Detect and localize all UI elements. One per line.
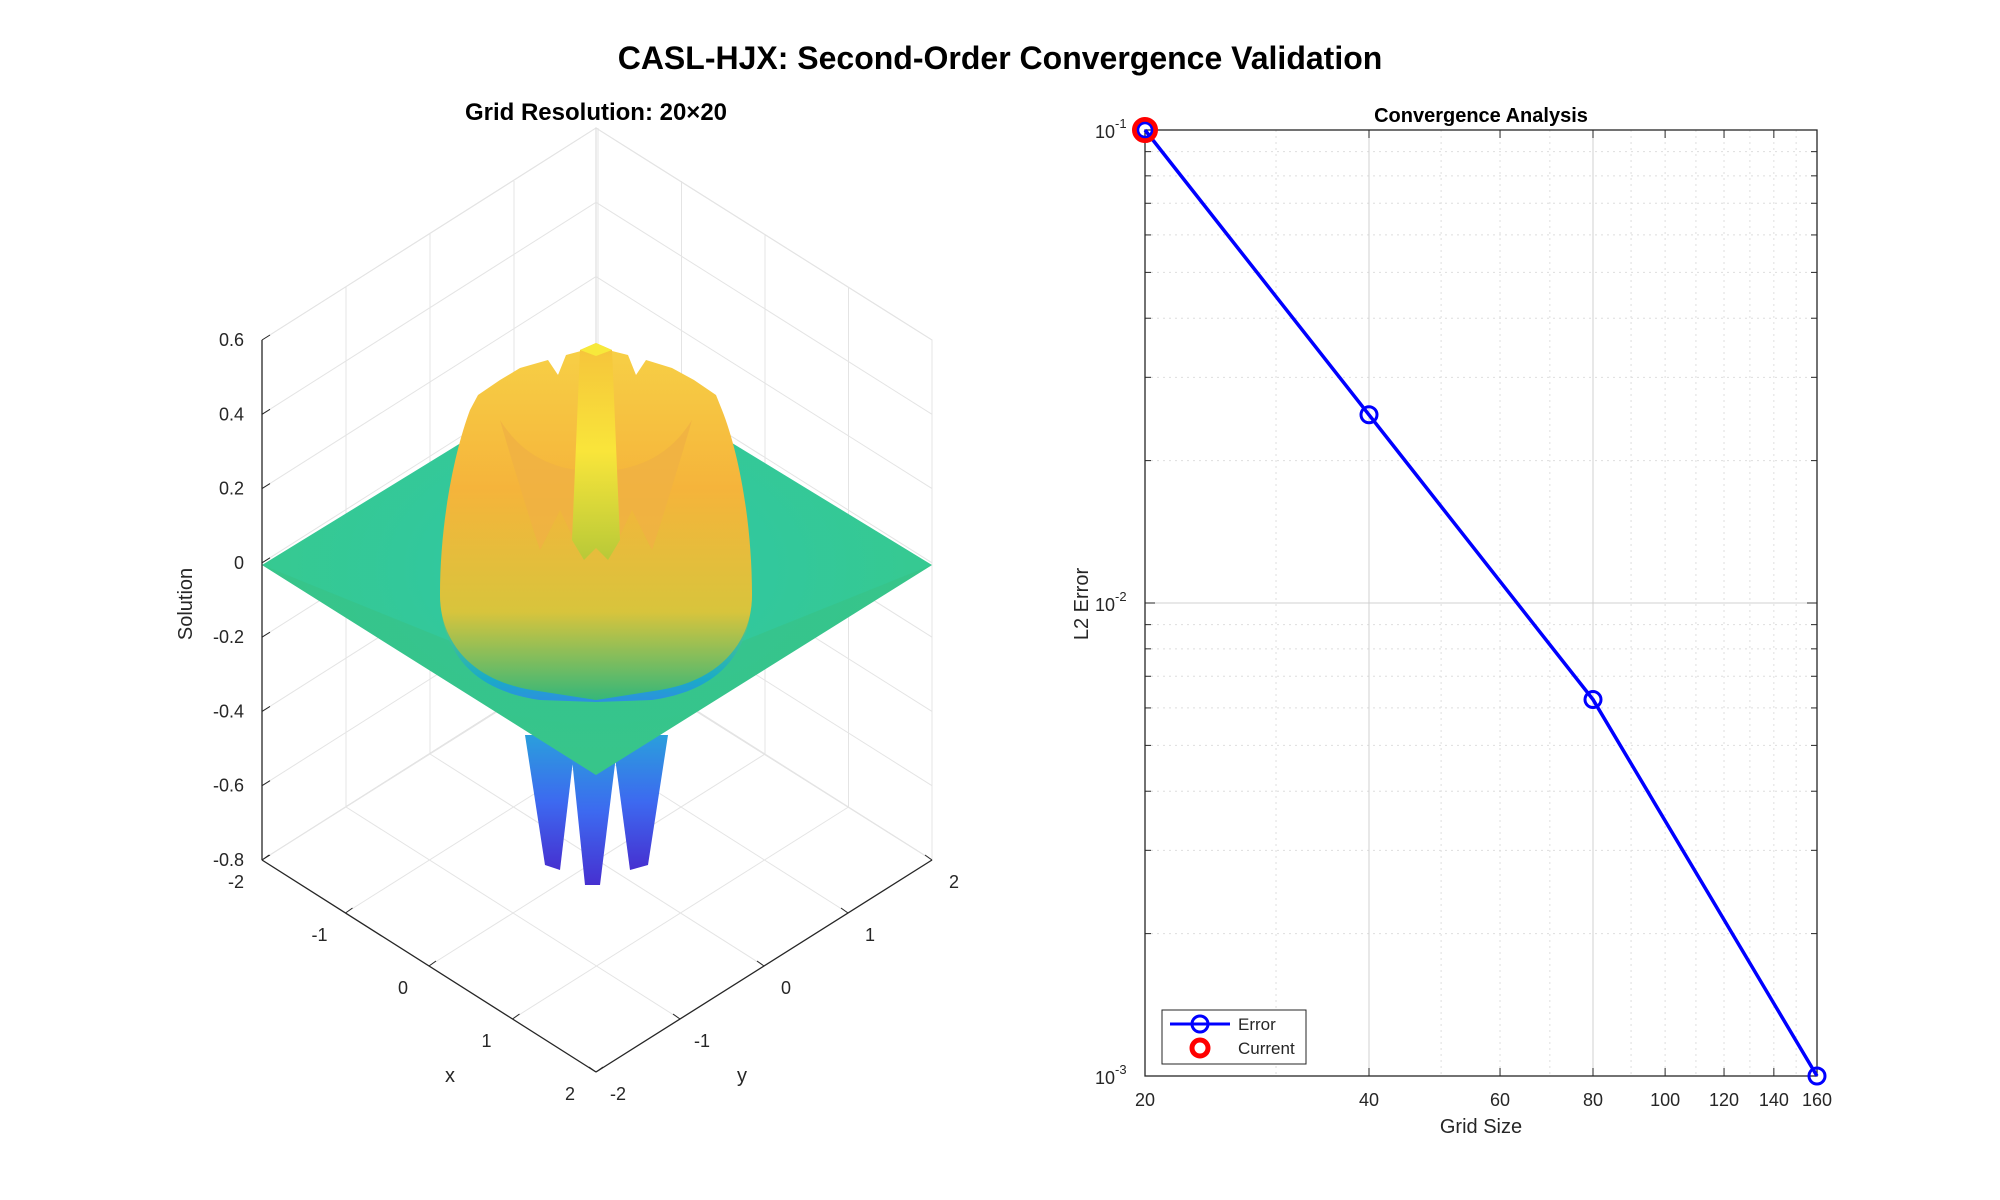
figure-title: CASL-HJX: Second-Order Convergence Valid… — [617, 40, 1383, 76]
z-tick-mark — [261, 408, 271, 415]
legend-label-error: Error — [1238, 1015, 1276, 1034]
x-tick-label: 160 — [1802, 1090, 1832, 1110]
x-tick-label: -2 — [228, 872, 244, 892]
y-tick-mark — [588, 1066, 597, 1073]
convergence-plot: Convergence Analysis 20 40 60 80 100 120 140 16… — [1071, 105, 1832, 1138]
surface-plot: Grid Resolution: 20×20 — [175, 99, 959, 1104]
z-tick-mark — [261, 706, 271, 712]
surface-trough — [612, 735, 668, 870]
surface — [262, 343, 932, 885]
y-tick-exponent: -1 — [1115, 116, 1127, 131]
z-grid-line — [595, 127, 933, 341]
surface-plane-shade — [262, 565, 932, 775]
legend-box — [1161, 1009, 1307, 1065]
x-tick-label: 40 — [1359, 1090, 1379, 1110]
x-tick-mark — [345, 907, 353, 914]
y-tick-mark — [840, 907, 849, 914]
error-series-line — [1143, 128, 1819, 1077]
z-tick-label: -0.4 — [213, 701, 244, 721]
z-tick-label: 0.6 — [219, 330, 244, 350]
z-tick-mark — [261, 557, 271, 564]
z-grid-line — [261, 276, 597, 489]
y-tick-label: 10 — [1095, 1068, 1115, 1088]
surface-trough — [570, 740, 618, 885]
y-tick-label: -1 — [694, 1031, 710, 1051]
legend-marker-current — [1189, 1037, 1211, 1059]
z-grid-line — [595, 201, 933, 415]
y-tick-label: -2 — [610, 1084, 626, 1104]
x-tick-label: 20 — [1135, 1090, 1155, 1110]
z-grid-line — [595, 276, 933, 489]
y-tick-exponent: -2 — [1115, 589, 1127, 604]
y-tick-label: 1 — [865, 925, 875, 945]
error-point — [1583, 690, 1603, 710]
z-tick-mark — [261, 483, 271, 489]
error-point — [1807, 1066, 1827, 1086]
x-tick-label: 100 — [1650, 1090, 1680, 1110]
x-tick-mark — [595, 1066, 604, 1073]
x-tick-label: 140 — [1759, 1090, 1789, 1110]
y-tick-mark — [924, 854, 933, 861]
z-axis-label: Solution — [175, 568, 197, 640]
legend-item-current: Current — [1189, 1037, 1295, 1059]
surface-ticks: -0.8 -0.6 -0.4 -0.2 0 0.2 0.4 0.6 -2 -1 0 1 2 -2 -1 0 1 2 — [213, 330, 959, 1104]
z-tick-mark — [261, 334, 271, 341]
y-tick-label: 10 — [1095, 595, 1115, 615]
x-axis-label: x — [445, 1065, 455, 1087]
z-grid-line — [261, 201, 597, 415]
y-tick-mark — [672, 1013, 681, 1020]
y-tick-label: 2 — [949, 872, 959, 892]
surface-spike-top — [580, 343, 612, 356]
y-tick-exponent: -3 — [1115, 1062, 1127, 1077]
z-tick-label: -0.8 — [213, 850, 244, 870]
y-grid-line — [345, 806, 681, 1020]
y-axis-label: y — [737, 1065, 747, 1087]
legend-marker-error — [1190, 1014, 1210, 1034]
x-tick-label: 120 — [1709, 1090, 1739, 1110]
x-tick-label: 80 — [1583, 1090, 1603, 1110]
log-grid — [1144, 129, 1818, 1077]
error-point — [1359, 405, 1379, 425]
x-tick-label: 60 — [1490, 1090, 1510, 1110]
z-tick-mark — [261, 780, 271, 787]
convergence-plot-title: Convergence Analysis — [1374, 105, 1588, 127]
x-tick-mark — [428, 960, 437, 967]
log-series — [1132, 117, 1827, 1086]
legend: Error Current — [1161, 1009, 1307, 1065]
current-point — [1132, 117, 1158, 143]
surface-plot-title: Grid Resolution: 20×20 — [465, 99, 727, 126]
z-tick-mark — [261, 631, 271, 638]
legend-item-error: Error — [1170, 1014, 1276, 1034]
z-tick-label: 0.4 — [219, 404, 244, 424]
convergence-x-label: Grid Size — [1440, 1116, 1522, 1138]
surface-trough — [525, 735, 576, 870]
y-tick-label: 0 — [781, 978, 791, 998]
x-tick-mark — [261, 854, 270, 861]
x-tick-label: -1 — [311, 925, 327, 945]
x-tick-mark — [512, 1013, 520, 1020]
x-tick-label: 0 — [398, 978, 408, 998]
z-grid-line — [261, 127, 597, 341]
y-tick-mark — [756, 960, 765, 967]
convergence-y-label: L2 Error — [1071, 568, 1093, 641]
legend-label-current: Current — [1238, 1039, 1295, 1058]
z-tick-label: -0.2 — [213, 627, 244, 647]
z-tick-label: 0 — [234, 553, 244, 573]
x-tick-label: 1 — [481, 1031, 491, 1051]
surface-spike — [572, 343, 620, 560]
z-tick-label: -0.6 — [213, 776, 244, 796]
y-tick-label: 10 — [1095, 122, 1115, 142]
error-point-overlay — [1136, 121, 1154, 139]
x-tick-label: 2 — [565, 1084, 575, 1104]
z-tick-label: 0.2 — [219, 479, 244, 499]
